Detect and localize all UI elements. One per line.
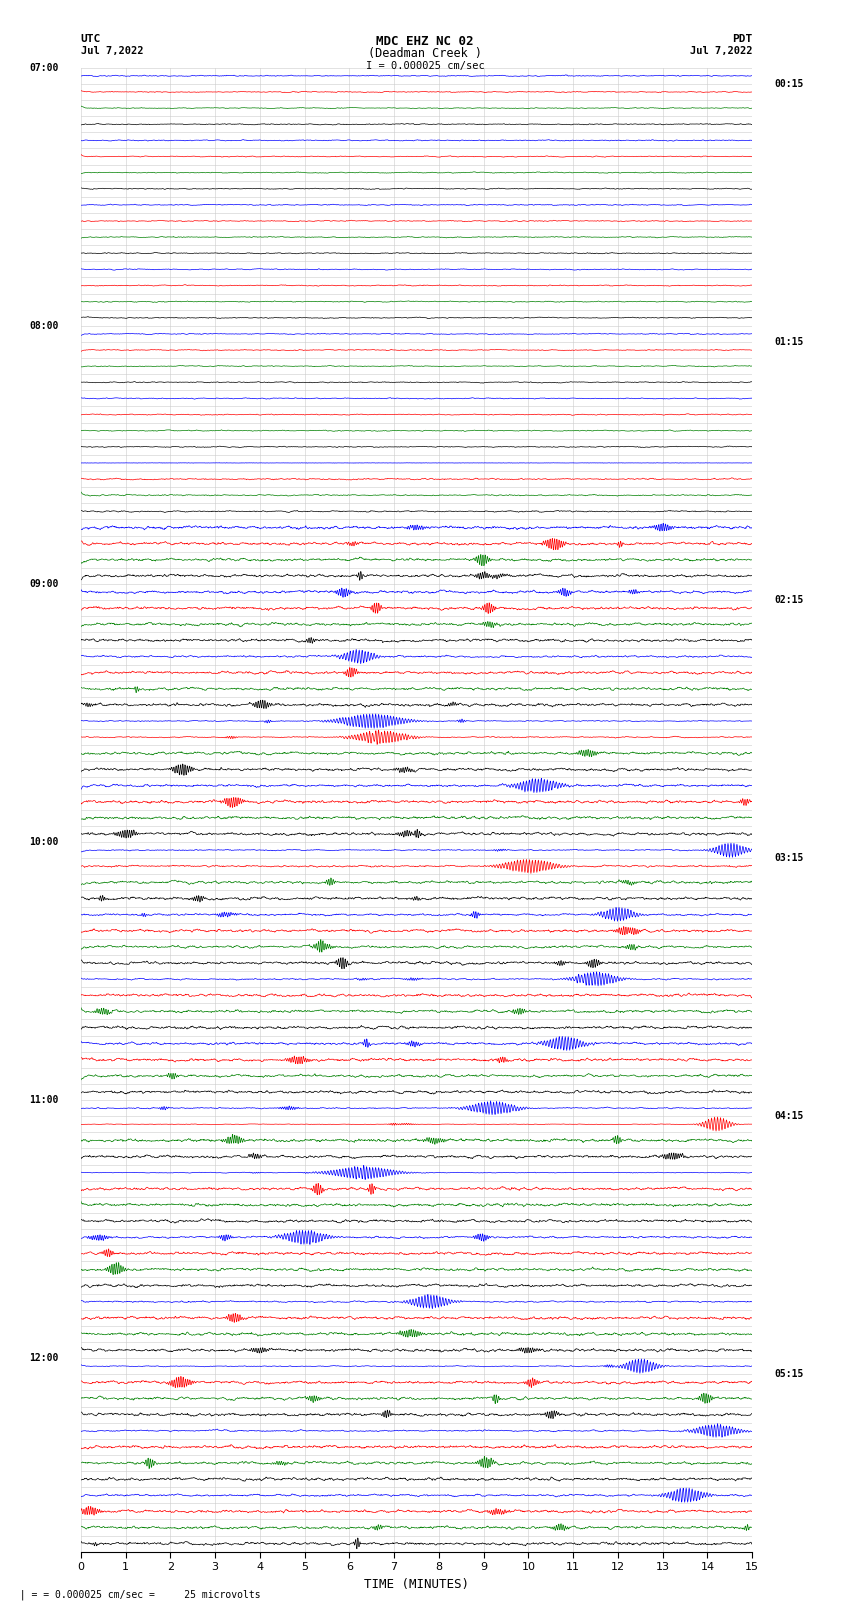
Text: (Deadman Creek ): (Deadman Creek ) [368,47,482,60]
Text: 03:15: 03:15 [774,853,804,863]
Text: UTC: UTC [81,34,101,44]
Text: 12:00: 12:00 [29,1353,59,1363]
Text: MDC EHZ NC 02: MDC EHZ NC 02 [377,35,473,48]
Text: PDT: PDT [732,34,752,44]
Text: Jul 7,2022: Jul 7,2022 [689,47,752,56]
Text: 08:00: 08:00 [29,321,59,331]
Text: 07:00: 07:00 [29,63,59,73]
Text: I = 0.000025 cm/sec: I = 0.000025 cm/sec [366,61,484,71]
Text: Jul 7,2022: Jul 7,2022 [81,47,144,56]
Text: | = = 0.000025 cm/sec =     25 microvolts: | = = 0.000025 cm/sec = 25 microvolts [8,1589,261,1600]
Text: 01:15: 01:15 [774,337,804,347]
Text: 05:15: 05:15 [774,1369,804,1379]
Text: 11:00: 11:00 [29,1095,59,1105]
X-axis label: TIME (MINUTES): TIME (MINUTES) [364,1578,469,1590]
Text: 04:15: 04:15 [774,1111,804,1121]
Text: 00:15: 00:15 [774,79,804,89]
Text: 02:15: 02:15 [774,595,804,605]
Text: 09:00: 09:00 [29,579,59,589]
Text: 10:00: 10:00 [29,837,59,847]
